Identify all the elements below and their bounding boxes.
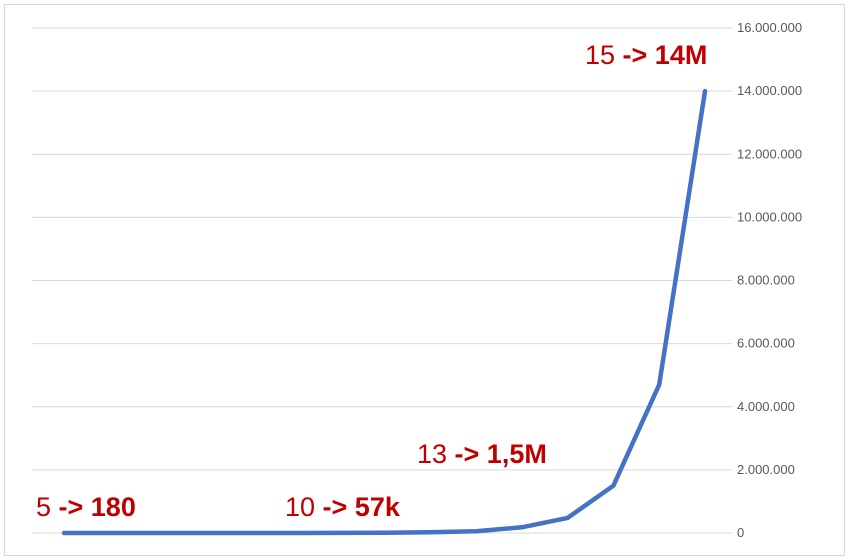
- series-line-0: [61, 88, 708, 536]
- annotation-4-value: -> 14M: [623, 40, 708, 70]
- y-tick-label-1: 2.000.000: [737, 462, 795, 477]
- y-tick-label-8: 16.000.000: [737, 20, 802, 35]
- y-tick-label-4: 8.000.000: [737, 273, 795, 288]
- annotation-3: 13 -> 1,5M: [417, 439, 547, 469]
- annotations: 5 -> 180 10 -> 57k 13 -> 1,5M 15 -> 14M: [36, 40, 707, 522]
- y-tick-label-0: 0: [737, 525, 744, 540]
- annotation-3-value: -> 1,5M: [455, 439, 547, 469]
- y-tick-label-6: 12.000.000: [737, 146, 802, 161]
- annotation-2-prefix: 10: [285, 492, 323, 522]
- y-tick-label-7: 14.000.000: [737, 83, 802, 98]
- annotation-1: 5 -> 180: [36, 492, 136, 522]
- annotation-2: 10 -> 57k: [285, 492, 401, 522]
- y-axis-labels: 0 2.000.000 4.000.000 6.000.000 8.000.000 10.…: [737, 20, 802, 540]
- annotation-1-value: -> 180: [59, 492, 136, 522]
- series-group: [61, 88, 708, 536]
- annotation-4: 15 -> 14M: [585, 40, 707, 70]
- y-tick-label-2: 4.000.000: [737, 399, 795, 414]
- annotation-3-prefix: 13: [417, 439, 455, 469]
- annotation-1-prefix: 5: [36, 492, 59, 522]
- annotation-4-prefix: 15: [585, 40, 623, 70]
- y-tick-label-3: 6.000.000: [737, 336, 795, 351]
- y-tick-label-5: 10.000.000: [737, 209, 802, 224]
- annotation-2-value: -> 57k: [323, 492, 401, 522]
